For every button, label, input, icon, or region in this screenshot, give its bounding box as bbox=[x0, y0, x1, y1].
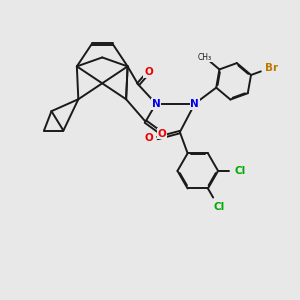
Text: CH₃: CH₃ bbox=[198, 53, 212, 62]
Text: Cl: Cl bbox=[213, 202, 224, 212]
Text: N: N bbox=[152, 99, 160, 109]
Text: O: O bbox=[158, 129, 166, 139]
Text: Cl: Cl bbox=[234, 166, 245, 176]
Text: N: N bbox=[190, 99, 199, 109]
Text: O: O bbox=[145, 133, 154, 143]
Text: Br: Br bbox=[265, 62, 278, 73]
Text: O: O bbox=[144, 68, 153, 77]
